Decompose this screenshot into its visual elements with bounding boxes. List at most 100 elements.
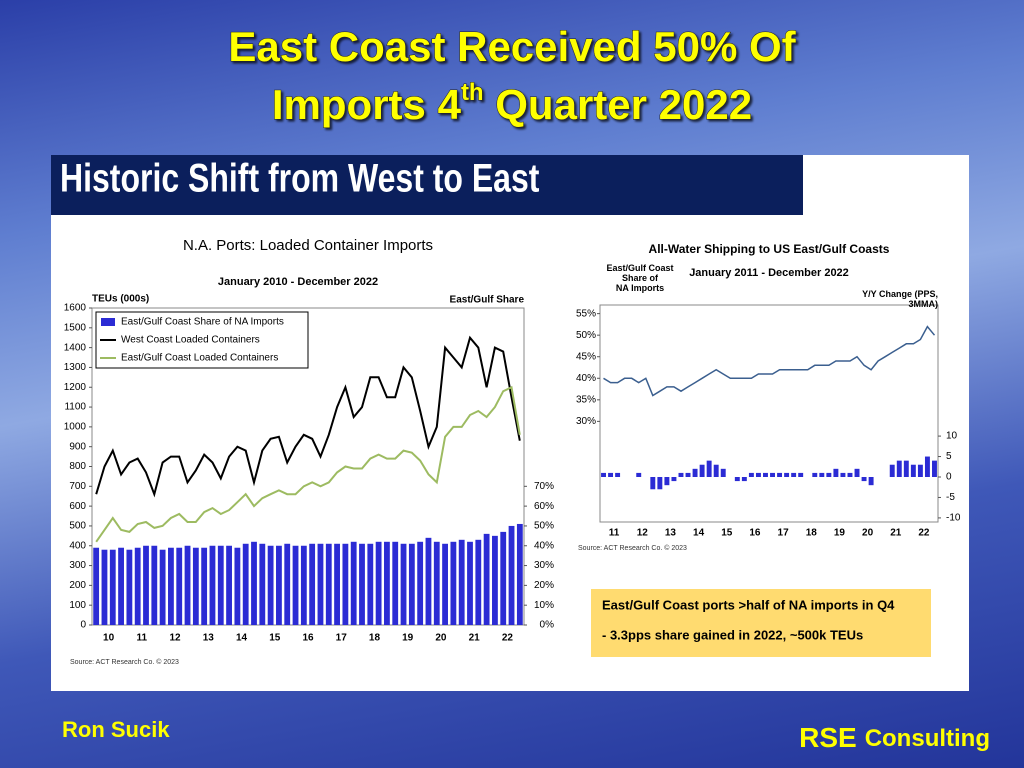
bar: [833, 468, 839, 477]
x-tick-label: 20: [435, 633, 447, 644]
y2-tick-label: 0: [946, 472, 952, 483]
x-tick-label: 15: [721, 528, 733, 539]
bar: [699, 464, 705, 477]
bar: [234, 547, 241, 625]
plot-frame: [599, 304, 939, 523]
chart-source: Source: ACT Research Co. © 2023: [578, 544, 687, 552]
x-tick-label: 11: [137, 633, 148, 644]
bar: [889, 464, 895, 477]
bar: [720, 468, 726, 477]
bar: [763, 472, 768, 477]
y-tick-label: 50%: [576, 330, 596, 341]
bar: [798, 472, 804, 477]
x-tick-label: 17: [778, 528, 790, 539]
bar: [126, 549, 133, 625]
x-tick-label: 10: [103, 633, 115, 644]
slide-title: East Coast Received 50% Of: [228, 23, 796, 70]
bar: [636, 472, 642, 477]
bar: [516, 523, 523, 625]
bar: [300, 545, 307, 625]
bar: [143, 545, 149, 625]
y-tick-label: 100: [69, 600, 86, 611]
bar: [334, 543, 340, 625]
line-series: [603, 325, 936, 397]
bar: [442, 543, 448, 625]
y2-tick-label: 5: [946, 451, 952, 462]
bar: [267, 545, 274, 625]
bar: [450, 541, 457, 625]
x-tick-label: 22: [502, 633, 514, 644]
bar: [284, 543, 291, 625]
bar: [417, 541, 424, 625]
x-tick-label: 21: [469, 633, 481, 644]
bar: [685, 472, 691, 477]
line-series: [95, 385, 521, 543]
bar: [384, 541, 390, 625]
bar: [93, 547, 100, 625]
x-tick-label: 14: [236, 633, 248, 644]
bar: [433, 541, 440, 625]
y-tick-label: 1100: [64, 402, 86, 413]
footer-part: Consulting: [865, 725, 990, 752]
y-tick-label: 900: [69, 441, 86, 452]
chart-subtitle: January 2011 - December 2022: [689, 267, 849, 279]
note-box: [591, 589, 931, 657]
y2-tick-label: 10: [946, 431, 958, 442]
footer-part: RSE: [799, 722, 857, 753]
note-text: East/Gulf Coast ports >half of NA import…: [602, 597, 895, 612]
bar: [101, 549, 108, 625]
y-tick-label: 1300: [64, 362, 87, 373]
y-tick-label: 1200: [64, 382, 87, 393]
bar: [847, 472, 853, 477]
bar: [777, 472, 783, 477]
bar: [917, 464, 923, 477]
y2-tick-label: -10: [946, 513, 961, 524]
bar: [159, 549, 166, 625]
legend-label: East/Gulf Coast Share of NA Imports: [121, 317, 284, 328]
y-tick-label: 500: [69, 521, 86, 532]
x-tick-label: 13: [203, 633, 215, 644]
bar: [350, 541, 357, 625]
y-tick-label: 300: [69, 560, 86, 571]
slide-title: Imports 4th Quarter 2022: [272, 79, 752, 128]
x-tick-label: 18: [806, 528, 818, 539]
bar: [276, 545, 282, 625]
bar: [217, 545, 224, 625]
y-tick-label: 35%: [576, 394, 596, 405]
y2-tick-label: 70%: [534, 481, 554, 492]
bar: [692, 468, 698, 477]
bar: [176, 547, 183, 625]
bar: [664, 477, 670, 486]
bar: [812, 472, 818, 477]
x-tick-label: 12: [637, 528, 649, 539]
bar: [840, 472, 846, 477]
x-tick-label: 16: [302, 633, 314, 644]
bar: [458, 539, 465, 625]
x-tick-label: 21: [890, 528, 902, 539]
bar: [615, 472, 621, 477]
bar: [854, 468, 860, 477]
x-tick-label: 17: [336, 633, 348, 644]
x-tick-label: 19: [834, 528, 846, 539]
banner: [51, 155, 803, 215]
bar: [500, 531, 507, 625]
bar: [608, 472, 614, 477]
bar: [755, 472, 761, 477]
y2-tick-label: 20%: [534, 580, 554, 591]
note-text: - 3.3pps share gained in 2022, ~500k TEU…: [602, 627, 863, 642]
bar: [226, 545, 232, 625]
y2-tick-label: 10%: [534, 600, 554, 611]
bar: [650, 477, 656, 490]
bar: [492, 535, 498, 625]
title-part: Quarter 2022: [484, 81, 753, 128]
y2-tick-label: 50%: [534, 521, 554, 532]
bar: [910, 464, 916, 477]
title-sup: th: [461, 79, 484, 106]
bar: [508, 525, 515, 625]
legend-label: East/Gulf Coast Loaded Containers: [121, 353, 278, 364]
y2-tick-label: 30%: [534, 560, 554, 571]
bar: [475, 539, 482, 625]
y2-tick-label: 60%: [534, 501, 554, 512]
y-axis-label: East/Gulf Coast Share of NA Imports: [606, 263, 673, 293]
y-tick-label: 55%: [576, 308, 596, 319]
